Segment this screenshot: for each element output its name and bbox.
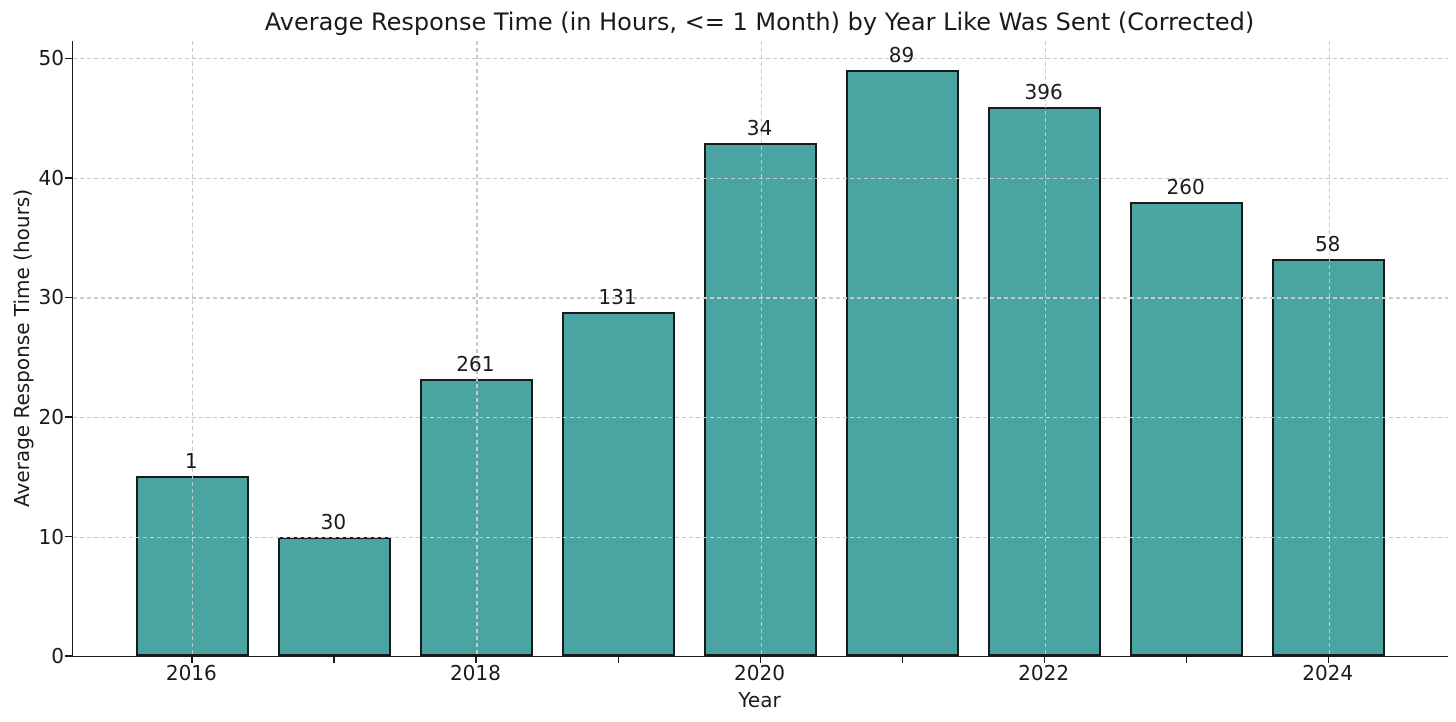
y-tick-label: 30 xyxy=(38,285,64,310)
x-tick-label: 2020 xyxy=(734,661,785,685)
bar-value-label: 260 xyxy=(1166,174,1205,199)
x-tick-mark xyxy=(617,657,619,663)
bar-value-label: 131 xyxy=(598,284,637,309)
x-tick-mark xyxy=(333,657,335,663)
y-tick-mark xyxy=(65,655,72,657)
plot-area xyxy=(72,41,1448,657)
bar-2023 xyxy=(1129,201,1244,656)
vertical-gridline xyxy=(192,41,194,656)
bar-value-label: 58 xyxy=(1314,232,1341,257)
bar-2021 xyxy=(845,70,960,656)
x-tick-mark xyxy=(759,657,761,663)
vertical-gridline xyxy=(476,41,478,656)
x-tick-label: 2022 xyxy=(1018,661,1070,685)
y-tick-mark xyxy=(65,177,72,179)
y-tick-label: 20 xyxy=(38,404,64,429)
x-tick-mark xyxy=(191,657,193,663)
x-tick-mark xyxy=(1185,657,1188,663)
bar-value-label: 34 xyxy=(746,116,773,141)
y-tick-label: 50 xyxy=(38,46,64,71)
y-tick-mark xyxy=(65,296,72,299)
vertical-gridline xyxy=(760,41,762,656)
x-tick-label: 2018 xyxy=(449,661,501,685)
y-axis-label: Average Response Time (hours) xyxy=(10,188,34,508)
vertical-gridline xyxy=(1044,41,1046,656)
vertical-gridline xyxy=(1328,41,1330,656)
chart-title: Average Response Time (in Hours, <= 1 Mo… xyxy=(264,8,1255,36)
bar-2017 xyxy=(277,536,392,656)
x-tick-label: 2024 xyxy=(1302,661,1354,685)
x-tick-mark xyxy=(1327,657,1330,663)
y-tick-mark xyxy=(65,57,72,60)
y-tick-mark xyxy=(65,416,72,418)
bar-value-label: 30 xyxy=(320,509,347,534)
y-tick-label: 40 xyxy=(38,165,64,190)
x-axis-label: Year xyxy=(738,688,781,712)
bar-2019 xyxy=(561,311,676,656)
bar-value-label: 89 xyxy=(888,43,915,68)
bar-value-label: 261 xyxy=(456,351,495,376)
x-tick-mark xyxy=(1043,657,1046,663)
x-tick-mark xyxy=(475,657,477,663)
bar-value-label: 1 xyxy=(184,448,198,473)
y-tick-label: 10 xyxy=(38,524,64,549)
x-tick-label: 2016 xyxy=(165,661,217,685)
x-tick-mark xyxy=(901,657,903,663)
y-tick-mark xyxy=(65,535,72,538)
bar-value-label: 396 xyxy=(1024,80,1063,105)
bar-2020 xyxy=(703,143,818,656)
y-tick-label: 0 xyxy=(51,644,64,668)
